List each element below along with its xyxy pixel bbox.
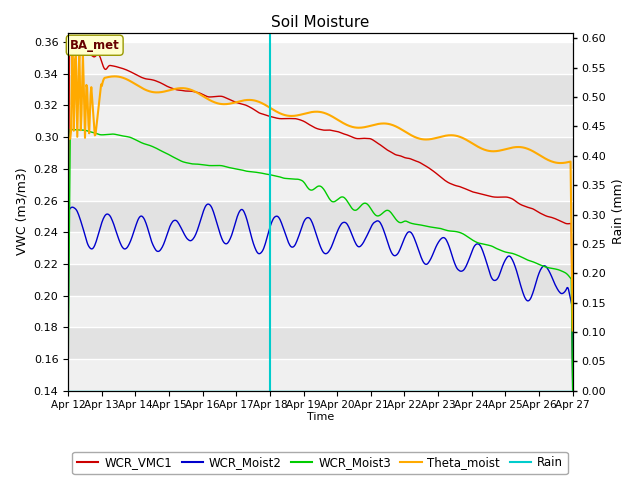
Bar [68, 169, 573, 201]
Y-axis label: VWC (m3/m3): VWC (m3/m3) [15, 168, 28, 255]
Bar [68, 106, 573, 137]
Bar [68, 201, 573, 232]
Bar [68, 264, 573, 296]
Title: Soil Moisture: Soil Moisture [271, 15, 369, 30]
Bar [68, 232, 573, 264]
Bar [68, 137, 573, 169]
X-axis label: Time: Time [307, 412, 334, 422]
Legend: WCR_VMC1, WCR_Moist2, WCR_Moist3, Theta_moist, Rain: WCR_VMC1, WCR_Moist2, WCR_Moist3, Theta_… [72, 452, 568, 474]
Y-axis label: Rain (mm): Rain (mm) [612, 179, 625, 244]
Text: BA_met: BA_met [70, 39, 120, 52]
Bar [68, 74, 573, 106]
Bar [68, 42, 573, 74]
Bar [68, 327, 573, 359]
Bar [68, 296, 573, 327]
Bar [68, 359, 573, 391]
